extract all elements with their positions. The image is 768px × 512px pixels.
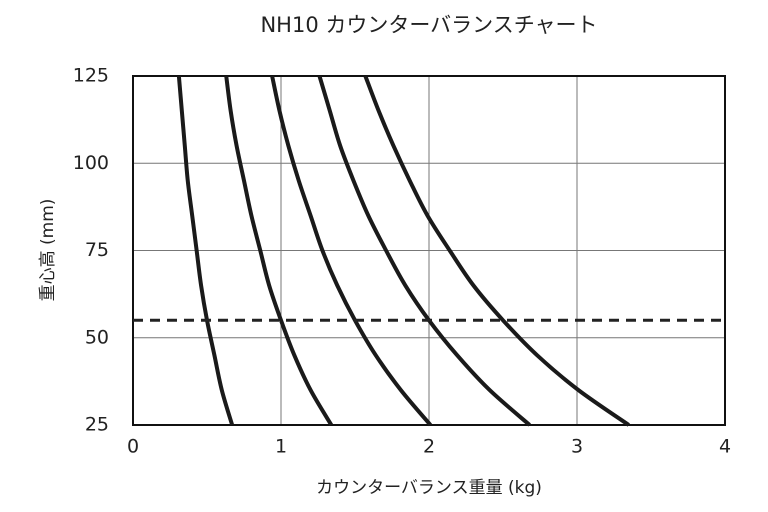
curve	[224, 75, 334, 427]
x-tick-label: 2	[423, 436, 435, 458]
x-tick-label: 0	[127, 436, 139, 458]
y-axis-label: 重心高 (mm)	[38, 199, 58, 302]
x-tick-label: 1	[275, 436, 287, 458]
x-tick-label: 4	[719, 436, 731, 458]
x-axis-label: カウンターバランス重量 (kg)	[316, 478, 542, 498]
chart-title: NH10 カウンターバランスチャート	[260, 13, 597, 37]
x-tick-label: 3	[571, 436, 583, 458]
y-tick-label: 125	[73, 65, 109, 87]
y-tick-label: 25	[85, 414, 109, 436]
curve	[270, 75, 433, 427]
curve	[176, 75, 235, 426]
curve	[317, 75, 531, 427]
y-tick-label: 50	[85, 326, 109, 348]
y-tick-label: 75	[85, 239, 109, 261]
y-tick-label: 100	[73, 152, 109, 174]
curve	[363, 75, 630, 427]
